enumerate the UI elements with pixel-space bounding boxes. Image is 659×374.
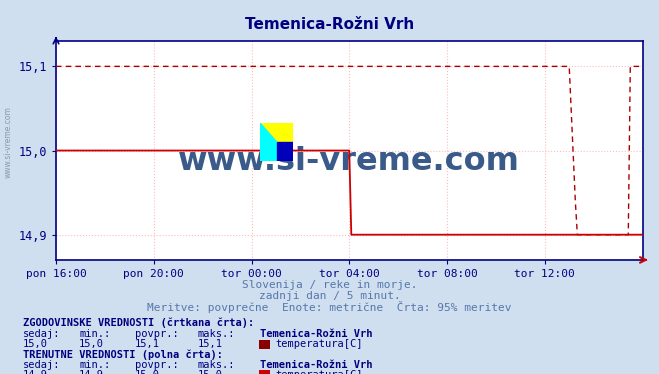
Text: maks.:: maks.: — [198, 360, 235, 370]
Text: 15,0: 15,0 — [135, 370, 160, 374]
Text: temperatura[C]: temperatura[C] — [275, 339, 363, 349]
Text: sedaj:: sedaj: — [23, 329, 61, 338]
Bar — [277, 142, 293, 161]
Text: temperatura[C]: temperatura[C] — [275, 370, 363, 374]
Text: povpr.:: povpr.: — [135, 360, 179, 370]
Text: www.si-vreme.com: www.si-vreme.com — [3, 106, 13, 178]
Text: min.:: min.: — [79, 360, 110, 370]
Polygon shape — [260, 123, 293, 161]
Text: ZGODOVINSKE VREDNOSTI (črtkana črta):: ZGODOVINSKE VREDNOSTI (črtkana črta): — [23, 317, 254, 328]
Text: Slovenija / reke in morje.: Slovenija / reke in morje. — [242, 280, 417, 290]
Text: Temenica-Rožni Vrh: Temenica-Rožni Vrh — [260, 360, 373, 370]
Text: Meritve: povprečne  Enote: metrične  Črta: 95% meritev: Meritve: povprečne Enote: metrične Črta:… — [147, 301, 512, 313]
Text: 15,0: 15,0 — [198, 370, 223, 374]
Text: 15,0: 15,0 — [23, 339, 48, 349]
Text: Temenica-Rožni Vrh: Temenica-Rožni Vrh — [245, 17, 414, 32]
Text: www.si-vreme.com: www.si-vreme.com — [179, 146, 520, 177]
Text: min.:: min.: — [79, 329, 110, 338]
Text: Temenica-Rožni Vrh: Temenica-Rožni Vrh — [260, 329, 373, 338]
Polygon shape — [260, 123, 293, 161]
Text: 14,9: 14,9 — [79, 370, 104, 374]
Text: 15,1: 15,1 — [135, 339, 160, 349]
Text: 14,9: 14,9 — [23, 370, 48, 374]
Text: maks.:: maks.: — [198, 329, 235, 338]
Text: zadnji dan / 5 minut.: zadnji dan / 5 minut. — [258, 291, 401, 301]
Text: TRENUTNE VREDNOSTI (polna črta):: TRENUTNE VREDNOSTI (polna črta): — [23, 349, 223, 360]
Text: sedaj:: sedaj: — [23, 360, 61, 370]
Text: 15,1: 15,1 — [198, 339, 223, 349]
Text: 15,0: 15,0 — [79, 339, 104, 349]
Text: povpr.:: povpr.: — [135, 329, 179, 338]
